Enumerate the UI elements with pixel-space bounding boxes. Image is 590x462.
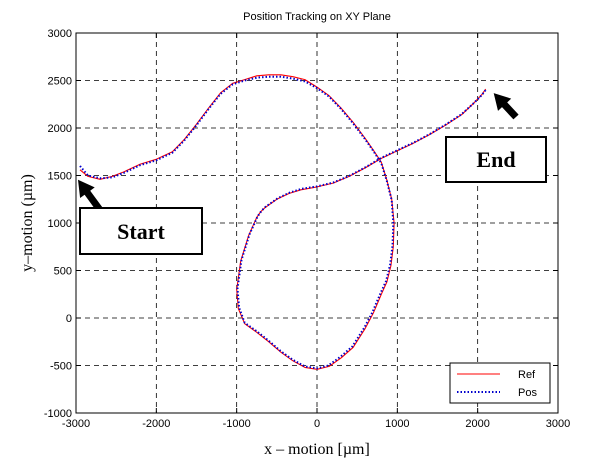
x-tick-label: 1000 [385, 418, 409, 430]
x-tick-label: 0 [314, 418, 320, 430]
x-tick-label: -3000 [62, 418, 90, 430]
chart-title: Position Tracking on XY Plane [243, 11, 391, 23]
legend-label-pos: Pos [518, 387, 537, 399]
y-tick-label: 500 [54, 266, 72, 278]
start-arrow [78, 179, 103, 213]
x-axis-label: x – motion [µm] [264, 441, 370, 458]
end-annotation: End [445, 93, 547, 183]
start-annotation: Start [78, 179, 203, 255]
y-tick-label: 3000 [48, 28, 72, 40]
y-tick-label: 2500 [48, 76, 72, 88]
series-line-ref [79, 74, 487, 370]
y-axis-label: y–motion (µm) [19, 174, 36, 272]
y-tick-label: 2000 [48, 123, 72, 135]
x-tick-label: 3000 [546, 418, 570, 430]
end-label-box [445, 136, 547, 183]
x-tick-label: 2000 [465, 418, 489, 430]
y-tick-label: 1000 [48, 218, 72, 230]
end-label: End [476, 147, 515, 172]
y-tick-label: 1500 [48, 171, 72, 183]
end-arrow [493, 93, 519, 120]
start-label: Start [117, 219, 165, 244]
series-layer [79, 74, 487, 370]
y-tick-label: -500 [50, 361, 72, 373]
legend: Ref Pos [449, 362, 551, 404]
legend-label-ref: Ref [518, 369, 536, 381]
tick-labels: -3000 -2000 -1000 0 1000 2000 3000 -1000 -500 0 50… [44, 28, 570, 430]
series-line-pos [79, 75, 487, 370]
x-tick-label: -2000 [142, 418, 170, 430]
start-label-box [79, 207, 203, 255]
y-tick-label: 0 [66, 313, 72, 325]
y-tick-label: -1000 [44, 408, 72, 420]
x-tick-label: -1000 [223, 418, 251, 430]
legend-box [449, 362, 551, 404]
tick-marks [75, 32, 559, 414]
